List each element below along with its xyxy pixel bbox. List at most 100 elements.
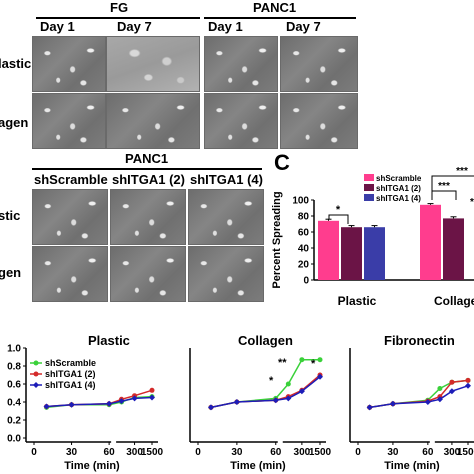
legend-label-shitga1-4: shITGA1 (4) <box>376 194 421 203</box>
micrograph-panc-day7-collagen <box>280 93 358 149</box>
point-shscramble <box>317 357 323 363</box>
line-xtick-label: 60 <box>104 447 116 458</box>
line-xlabel-collagen: Time (min) <box>230 460 286 472</box>
line-xtick-label: 300 <box>294 447 311 458</box>
micrograph-panc-day1-collagen <box>204 93 278 149</box>
panel-letter-c: C <box>274 150 290 175</box>
line-ytick-label: 0.4 <box>7 398 21 409</box>
point-shitga1-4 <box>389 400 396 407</box>
bar-ytick-label: 80 <box>298 212 310 223</box>
point-shitga1-4 <box>118 398 125 405</box>
micrograph-shitga1-2-plastic <box>110 189 186 245</box>
point-shitga1-4 <box>436 396 443 403</box>
group-rule-panc1 <box>204 17 356 19</box>
point-shitga1-4 <box>68 401 75 408</box>
point-shitga1-4 <box>465 382 471 389</box>
col-header-shitga1-4: shITGA1 (4) <box>190 172 263 187</box>
point-shitga1-4 <box>233 399 240 405</box>
sig-bracket-collagen-inner <box>431 190 457 200</box>
line-xtick-label: 1500 <box>457 447 474 458</box>
line-title-plastic: Plastic <box>88 333 130 348</box>
point-shitga1-4 <box>272 397 279 404</box>
micrograph-fg-day1-collagen <box>32 93 106 149</box>
line-xtick-label: 0 <box>355 447 361 458</box>
micrograph-shitga1-2-collagen <box>110 246 186 302</box>
bar-ytick-label: 20 <box>298 260 310 271</box>
point-shitga1-4 <box>285 395 292 402</box>
line-xlabel-fibronectin: Time (min) <box>384 460 440 472</box>
point-shitga1-4 <box>207 404 214 411</box>
sig-star-collagen-right: * <box>470 197 474 208</box>
sig-star-collagen-outer: *** <box>456 166 468 177</box>
group-header-panel-b: PANC1 <box>125 151 169 166</box>
line-xtick-label: 300 <box>444 447 461 458</box>
micrograph-shitga1-4-plastic <box>188 189 264 245</box>
col-header-panc-day7: Day 7 <box>286 19 321 34</box>
row-label-collagen: agen <box>0 115 29 130</box>
point-shitga1-2 <box>465 377 471 383</box>
series-line-shitga1-4-fibronectin <box>369 385 469 409</box>
sig-star-collagen-inner: *** <box>438 181 450 192</box>
point-shitga1-4 <box>298 388 305 395</box>
line-xtick-label: 60 <box>270 447 282 458</box>
bar-shitga1-2-0 <box>341 227 362 280</box>
point-shitga1-4 <box>366 404 373 411</box>
micrograph-panc-day7-plastic <box>280 36 358 92</box>
micrograph-fg-day7-plastic <box>106 36 200 92</box>
line-ytick-label: 0.0 <box>7 434 21 445</box>
line-xtick-label: 30 <box>66 447 78 458</box>
series-line-shitga1-2-fibronectin <box>369 379 469 409</box>
point-shitga1-4 <box>106 400 113 407</box>
group-rule-panel-b <box>32 168 262 170</box>
sig-star-plastic: * <box>336 204 341 216</box>
bar-shscramble-1 <box>420 204 441 280</box>
micrograph-fg-day1-plastic <box>32 36 106 92</box>
point-shitga1-4 <box>424 399 431 405</box>
line-ytick-label: 0.6 <box>7 380 21 391</box>
bar-category-collagen: Collage <box>434 294 474 308</box>
sig-bracket-plastic <box>328 214 349 224</box>
line-title-fibronectin: Fibronectin <box>384 333 455 348</box>
micrograph-shscramble-plastic <box>32 189 108 245</box>
series-line-shitga1-4-collagen <box>210 376 321 409</box>
point-shitga1-4 <box>317 373 323 380</box>
legend-marker-shscramble <box>33 360 39 366</box>
group-header-panc1: PANC1 <box>253 0 297 15</box>
legend-swatch-shitga1-4 <box>364 194 374 201</box>
point-shitga1-4 <box>131 395 138 402</box>
series-line-shscramble-fibronectin <box>369 379 469 409</box>
line-xtick-label: 300 <box>126 447 143 458</box>
line-xtick-label: 30 <box>387 447 399 458</box>
legend-label-shitga1-2: shITGA1 (2) <box>376 184 421 193</box>
line-xtick-label: 60 <box>422 447 434 458</box>
series-line-shitga1-4-plastic <box>46 396 153 408</box>
line-ytick-label: 0.8 <box>7 362 21 373</box>
line-legend-shitga1-4: shITGA1 (4) <box>45 380 96 390</box>
line-legend-shitga1-2: shITGA1 (2) <box>45 369 96 379</box>
line-xtick-label: 0 <box>31 447 37 458</box>
col-header-fg-day1: Day 1 <box>40 19 75 34</box>
col-header-fg-day7: Day 7 <box>117 19 152 34</box>
point-shitga1-4 <box>448 388 455 395</box>
line-ytick-label: 0.2 <box>7 416 21 427</box>
micrograph-shscramble-collagen <box>32 246 108 302</box>
line-title-collagen: Collagen <box>238 333 293 348</box>
micrograph-fg-day7-collagen <box>106 93 200 149</box>
row-label-plastic-b: stic <box>0 208 21 223</box>
point-shitga1-4 <box>43 403 50 410</box>
bar-chart: Percent Spreading 0 20 40 60 80 100 shScrambl… <box>271 166 474 308</box>
line-xtick-label: 30 <box>231 447 243 458</box>
bar-ytick-label: 0 <box>303 276 309 287</box>
bar-shitga1-4-0 <box>364 227 385 280</box>
point-shscramble <box>299 357 305 363</box>
bar-shitga1-2-1 <box>443 218 464 280</box>
line-xtick-label: 0 <box>195 447 201 458</box>
bar-ytick-label: 60 <box>298 228 310 239</box>
row-label-plastic: lastic <box>0 56 32 71</box>
point-shitga1-2 <box>449 379 455 385</box>
line-xtick-label: 1500 <box>309 447 332 458</box>
bar-ytick-label: 100 <box>292 196 309 207</box>
point-shitga1-4 <box>149 394 155 401</box>
legend-swatch-shscramble <box>364 174 374 181</box>
